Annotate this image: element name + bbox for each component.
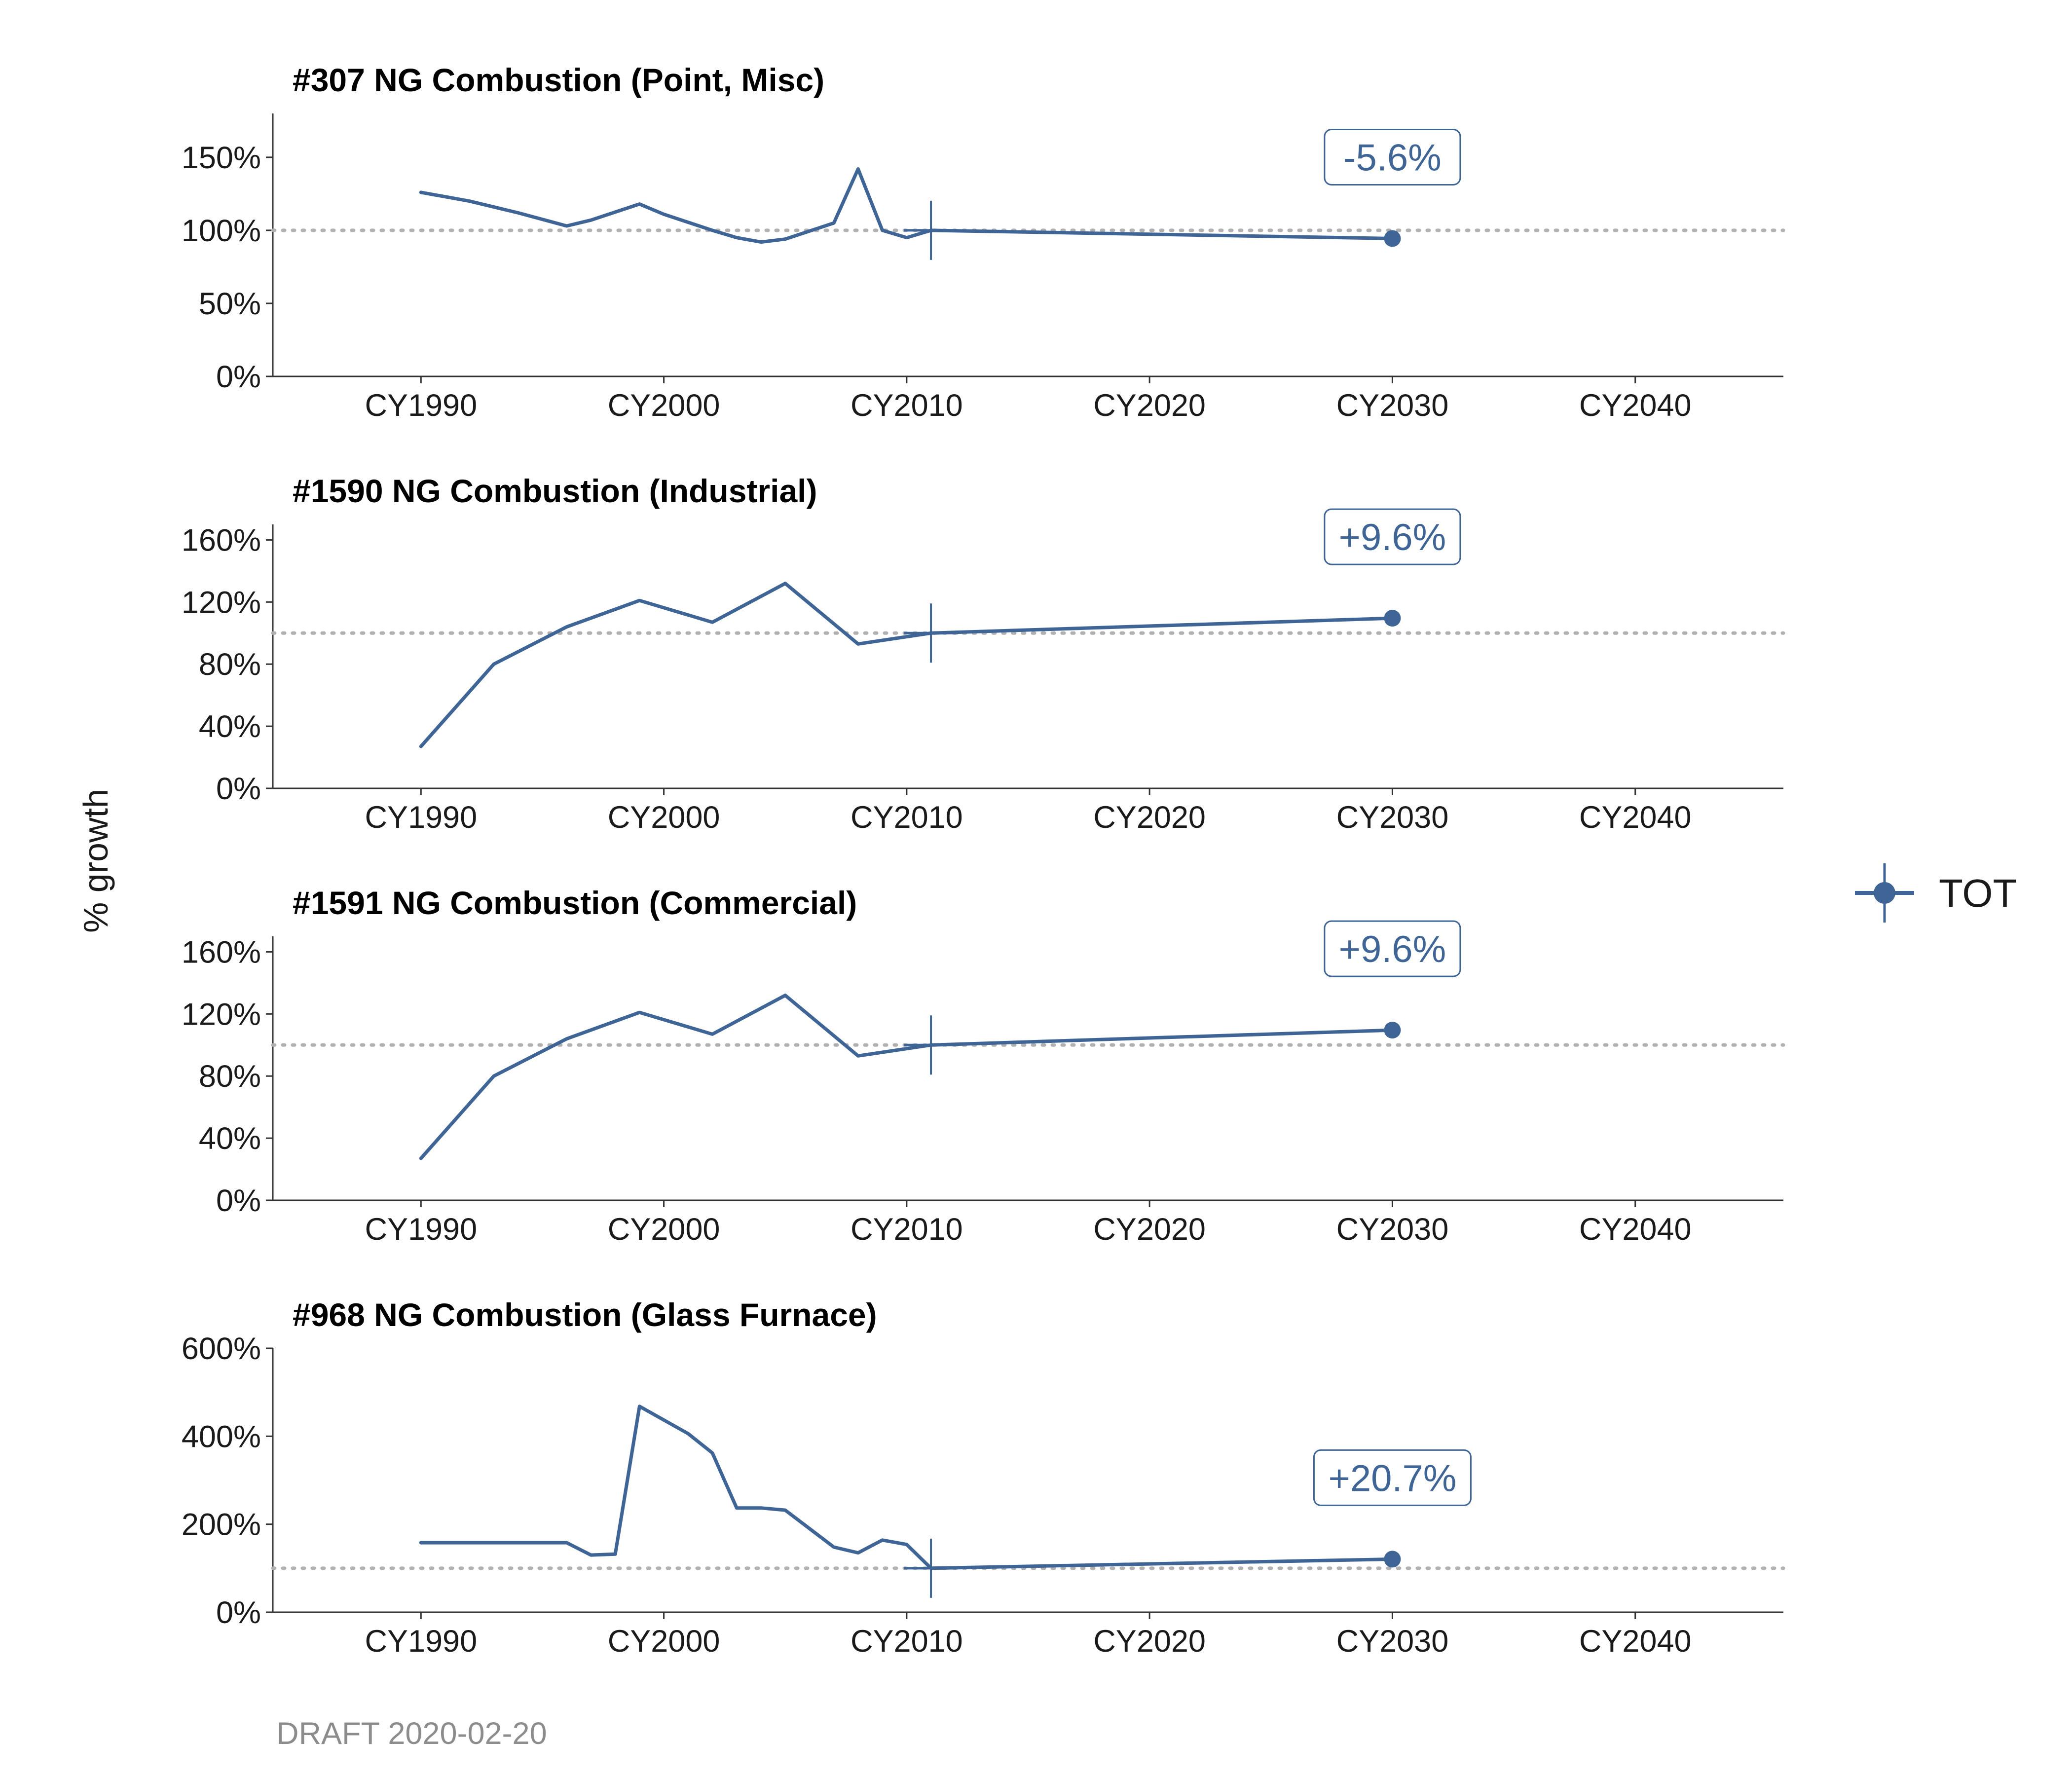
panel-2: #1590 NG Combustion (Industrial) 0% 40% 80%… — [182, 473, 1785, 835]
panel-4: #968 NG Combustion (Glass Furnace) 0% 200%… — [182, 1296, 1785, 1659]
y-tick-label: 160% — [182, 523, 261, 557]
x-tick-label: CY2010 — [851, 388, 963, 423]
x-tick-label: CY1990 — [365, 800, 477, 835]
chart-panels: #307 NG Combustion (Point, Misc) 0% 50% 100… — [182, 62, 1785, 1659]
x-tick-label: CY1990 — [365, 1212, 477, 1247]
y-tick-label: 0% — [216, 1595, 261, 1630]
series-line — [419, 1405, 1394, 1570]
x-tick-label: CY2020 — [1093, 1212, 1206, 1247]
panel-3: #1591 NG Combustion (Commercial) 0% 40% 80%… — [182, 885, 1785, 1247]
annotation-box — [1313, 1449, 1472, 1506]
panel-title: #1591 NG Combustion (Commercial) — [293, 885, 857, 921]
growth-annotation: +20.7% — [1313, 1449, 1472, 1506]
growth-annotation: +9.6% — [1324, 920, 1461, 977]
end-point-marker — [1384, 610, 1401, 627]
y-tick-label: 0% — [216, 360, 261, 394]
y-tick-label: 200% — [182, 1508, 261, 1542]
x-tick-label: CY2030 — [1336, 1212, 1449, 1247]
legend-key-marker — [1874, 882, 1895, 904]
y-tick-label: 50% — [199, 287, 261, 321]
annotation-box — [1324, 128, 1461, 185]
x-tick-label: CY2030 — [1336, 800, 1449, 835]
x-tick-label: CY2020 — [1093, 800, 1206, 835]
x-tick-label: CY2000 — [608, 1212, 720, 1247]
panel-title: #968 NG Combustion (Glass Furnace) — [293, 1296, 877, 1333]
legend: TOT — [1855, 863, 2017, 923]
x-tick-label: CY2010 — [851, 1212, 963, 1247]
y-axis-label: % growth — [76, 789, 115, 933]
y-tick-label: 160% — [182, 935, 261, 969]
x-tick-label: CY1990 — [365, 388, 477, 423]
y-tick-label: 0% — [216, 772, 261, 806]
y-tick-label: 80% — [199, 1059, 261, 1094]
y-tick-label: 100% — [182, 214, 261, 248]
x-tick-label: CY2000 — [608, 800, 720, 835]
x-tick-label: CY2040 — [1579, 1212, 1692, 1247]
y-tick-label: 150% — [182, 141, 261, 175]
y-tick-label: 40% — [199, 1121, 261, 1156]
x-tick-label: CY2020 — [1093, 1624, 1206, 1659]
end-point-marker — [1384, 230, 1401, 247]
y-tick-label: 0% — [216, 1184, 261, 1218]
growth-annotation: -5.6% — [1324, 128, 1461, 185]
y-tick-label: 400% — [182, 1419, 261, 1454]
draft-footer: DRAFT 2020-02-20 — [276, 1716, 547, 1751]
panel-1: #307 NG Combustion (Point, Misc) 0% 50% 100… — [182, 62, 1785, 423]
x-tick-label: CY2010 — [851, 1624, 963, 1659]
end-point-marker — [1384, 1551, 1401, 1568]
x-tick-label: CY2040 — [1579, 800, 1692, 835]
x-tick-label: CY2000 — [608, 388, 720, 423]
annotation-text: -5.6% — [1343, 137, 1442, 179]
annotation-box — [1324, 508, 1461, 565]
y-tick-label: 40% — [199, 709, 261, 744]
x-tick-label: CY2000 — [608, 1624, 720, 1659]
series-line — [419, 582, 1394, 748]
x-tick-label: CY2030 — [1336, 388, 1449, 423]
y-tick-label: 120% — [182, 997, 261, 1032]
end-point-marker — [1384, 1022, 1401, 1039]
panel-title: #307 NG Combustion (Point, Misc) — [293, 62, 824, 98]
annotation-text: +9.6% — [1339, 517, 1446, 558]
y-tick-label: 80% — [199, 647, 261, 682]
x-tick-label: CY2030 — [1336, 1624, 1449, 1659]
x-tick-label: CY2010 — [851, 800, 963, 835]
growth-annotation: +9.6% — [1324, 508, 1461, 565]
annotation-box — [1324, 920, 1461, 977]
x-tick-label: CY2040 — [1579, 1624, 1692, 1659]
x-tick-label: CY1990 — [365, 1624, 477, 1659]
series-line — [419, 167, 1394, 244]
series-line — [419, 994, 1394, 1160]
panel-title: #1590 NG Combustion (Industrial) — [293, 473, 817, 509]
x-tick-label: CY2020 — [1093, 388, 1206, 423]
y-tick-label: 120% — [182, 585, 261, 620]
annotation-text: +20.7% — [1328, 1457, 1456, 1499]
x-tick-label: CY2040 — [1579, 388, 1692, 423]
annotation-text: +9.6% — [1339, 928, 1446, 970]
y-tick-label: 600% — [182, 1332, 261, 1366]
legend-label: TOT — [1939, 871, 2017, 915]
